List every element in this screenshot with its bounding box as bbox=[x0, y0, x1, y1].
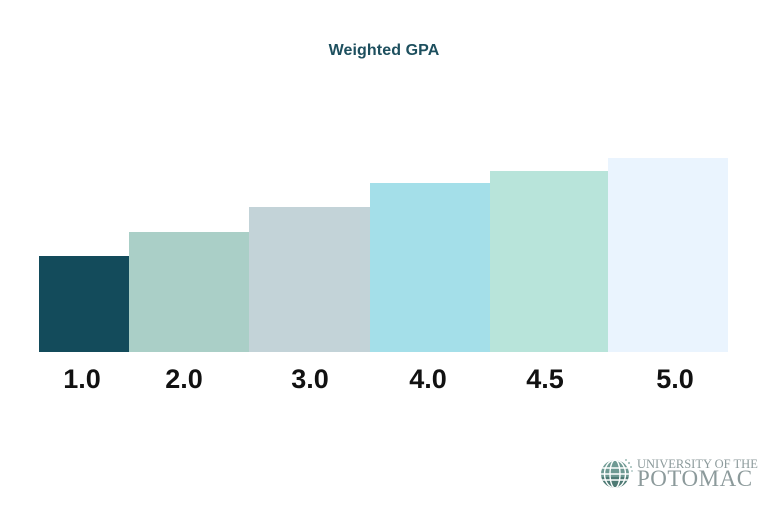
bar-5.0 bbox=[608, 158, 728, 352]
category-label: 5.0 bbox=[656, 364, 694, 394]
category-label: 4.5 bbox=[526, 364, 564, 394]
bar-3.0 bbox=[249, 207, 370, 352]
bar-1.0 bbox=[39, 256, 129, 352]
bar-4.5 bbox=[490, 171, 608, 352]
logo-text-line1: UNIVERSITY OF THE bbox=[637, 457, 758, 471]
university-logo: UNIVERSITY OF THE POTOMAC bbox=[600, 455, 760, 491]
category-label: 1.0 bbox=[63, 364, 101, 394]
logo-text-line2: POTOMAC bbox=[637, 466, 753, 491]
bar-2.0 bbox=[129, 232, 249, 352]
category-label: 4.0 bbox=[409, 364, 447, 394]
category-label: 2.0 bbox=[165, 364, 203, 394]
globe-icon bbox=[601, 459, 633, 488]
chart-title: Weighted GPA bbox=[328, 42, 440, 59]
bar-4.0 bbox=[370, 183, 490, 352]
category-label: 3.0 bbox=[291, 364, 329, 394]
